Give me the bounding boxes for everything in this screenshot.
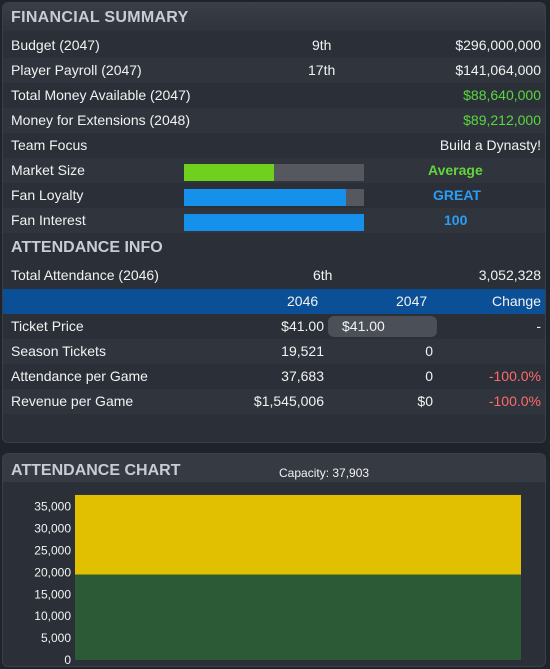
fan-interest-label: Fan Interest <box>11 212 86 228</box>
revenue-per-game-row: Revenue per Game $1,545,006 $0 -100.0% <box>3 389 545 414</box>
revenue-per-game-2046: $1,545,006 <box>253 393 324 409</box>
market-size-bar-fill <box>184 164 274 181</box>
ticket-price-2046: $41.00 <box>281 318 324 334</box>
money-extensions-row: Money for Extensions (2048) $89,212,000 <box>3 108 545 133</box>
attendance-per-game-label: Attendance per Game <box>11 368 148 384</box>
attendance-per-game-2047: 0 <box>425 368 433 384</box>
chart-plot-area: 0 5,000 10,000 15,000 20,000 25,000 30,000 35,0… <box>34 494 521 666</box>
attendance-per-game-change: -100.0% <box>488 368 541 384</box>
y-tick-label: 25,000 <box>34 544 71 558</box>
payroll-row: Player Payroll (2047) 17th $141,064,000 <box>3 58 545 83</box>
attendance-info-title: ATTENDANCE INFO <box>11 239 163 256</box>
money-available-label: Total Money Available (2047) <box>11 87 191 103</box>
financial-summary-panel: FINANCIAL SUMMARY Budget (2047) 9th $296… <box>2 2 546 443</box>
attendance-per-game-2046: 37,683 <box>281 368 324 384</box>
season-tickets-2046: 19,521 <box>281 343 324 359</box>
attendance-table-header: 2046 2047 Change <box>3 289 545 314</box>
fan-loyalty-bar <box>184 189 364 206</box>
budget-label: Budget (2047) <box>11 37 100 53</box>
attendance-per-game-row: Attendance per Game 37,683 0 -100.0% <box>3 364 545 389</box>
money-extensions-value: $89,212,000 <box>463 112 541 128</box>
ticket-price-row: Ticket Price $41.00 $41.00 - <box>3 314 545 339</box>
team-focus-value: Build a Dynasty! <box>439 137 541 153</box>
total-attendance-value: 3,052,328 <box>478 267 541 283</box>
y-tick-label: 0 <box>64 653 71 666</box>
y-tick-label: 5,000 <box>41 631 71 645</box>
fan-interest-bar <box>184 214 364 231</box>
fan-interest-value: 100 <box>444 212 468 228</box>
team-focus-label: Team Focus <box>11 137 88 153</box>
fan-loyalty-bar-fill <box>184 189 346 206</box>
season-tickets-label: Season Tickets <box>11 343 106 359</box>
money-extensions-label: Money for Extensions (2048) <box>11 112 190 128</box>
financial-summary-title: FINANCIAL SUMMARY <box>3 3 545 31</box>
fan-loyalty-label: Fan Loyalty <box>11 187 84 203</box>
chart-header-bg <box>3 454 545 482</box>
total-attendance-row: Total Attendance (2046) 6th 3,052,328 <box>3 263 545 288</box>
payroll-rank: 17th <box>308 62 336 78</box>
season-tickets-2047: 0 <box>425 343 433 359</box>
revenue-per-game-change: -100.0% <box>488 393 541 409</box>
revenue-per-game-2047: $0 <box>417 393 433 409</box>
column-2047: 2047 <box>396 293 428 309</box>
fan-loyalty-row: Fan Loyalty GREAT <box>3 183 545 208</box>
y-tick-label: 35,000 <box>34 500 71 514</box>
market-size-bar <box>184 164 364 181</box>
budget-row: Budget (2047) 9th $296,000,000 <box>3 33 545 58</box>
ticket-price-input[interactable]: $41.00 <box>328 316 437 337</box>
y-tick-label: 20,000 <box>34 565 71 579</box>
attendance-chart: ATTENDANCE CHART Capacity: 37,903 0 5,000… <box>3 454 545 666</box>
season-tickets-row: Season Tickets 19,521 0 <box>3 339 545 364</box>
y-tick-label: 30,000 <box>34 522 71 536</box>
payroll-label: Player Payroll (2047) <box>11 62 142 78</box>
team-focus-row: Team Focus Build a Dynasty! <box>3 133 545 158</box>
column-2046: 2046 <box>287 293 319 309</box>
fan-loyalty-value: GREAT <box>433 187 481 203</box>
total-attendance-rank: 6th <box>313 267 333 283</box>
capacity-label: Capacity: 37,903 <box>279 466 369 480</box>
money-available-value: $88,640,000 <box>463 87 541 103</box>
attendance-chart-title: ATTENDANCE CHART <box>11 462 181 479</box>
budget-value: $296,000,000 <box>455 37 541 53</box>
fan-interest-row: Fan Interest 100 <box>3 208 545 233</box>
payroll-value: $141,064,000 <box>455 62 541 78</box>
ticket-price-change: - <box>536 318 541 334</box>
market-size-label: Market Size <box>11 162 85 178</box>
column-change: Change <box>491 293 541 309</box>
y-tick-label: 15,000 <box>34 587 71 601</box>
y-tick-label: 10,000 <box>34 609 71 623</box>
total-attendance-label: Total Attendance (2046) <box>11 267 159 283</box>
ticket-price-label: Ticket Price <box>11 318 84 334</box>
revenue-per-game-label: Revenue per Game <box>11 393 134 409</box>
attendance-chart-panel: ATTENDANCE CHART Capacity: 37,903 0 5,000… <box>2 453 546 667</box>
fan-interest-bar-fill <box>184 214 364 231</box>
market-size-row: Market Size Average <box>3 158 545 183</box>
budget-rank: 9th <box>312 37 332 53</box>
market-size-value: Average <box>428 162 483 178</box>
chart-area-series-1 <box>75 574 521 660</box>
money-available-row: Total Money Available (2047) $88,640,000 <box>3 83 545 108</box>
